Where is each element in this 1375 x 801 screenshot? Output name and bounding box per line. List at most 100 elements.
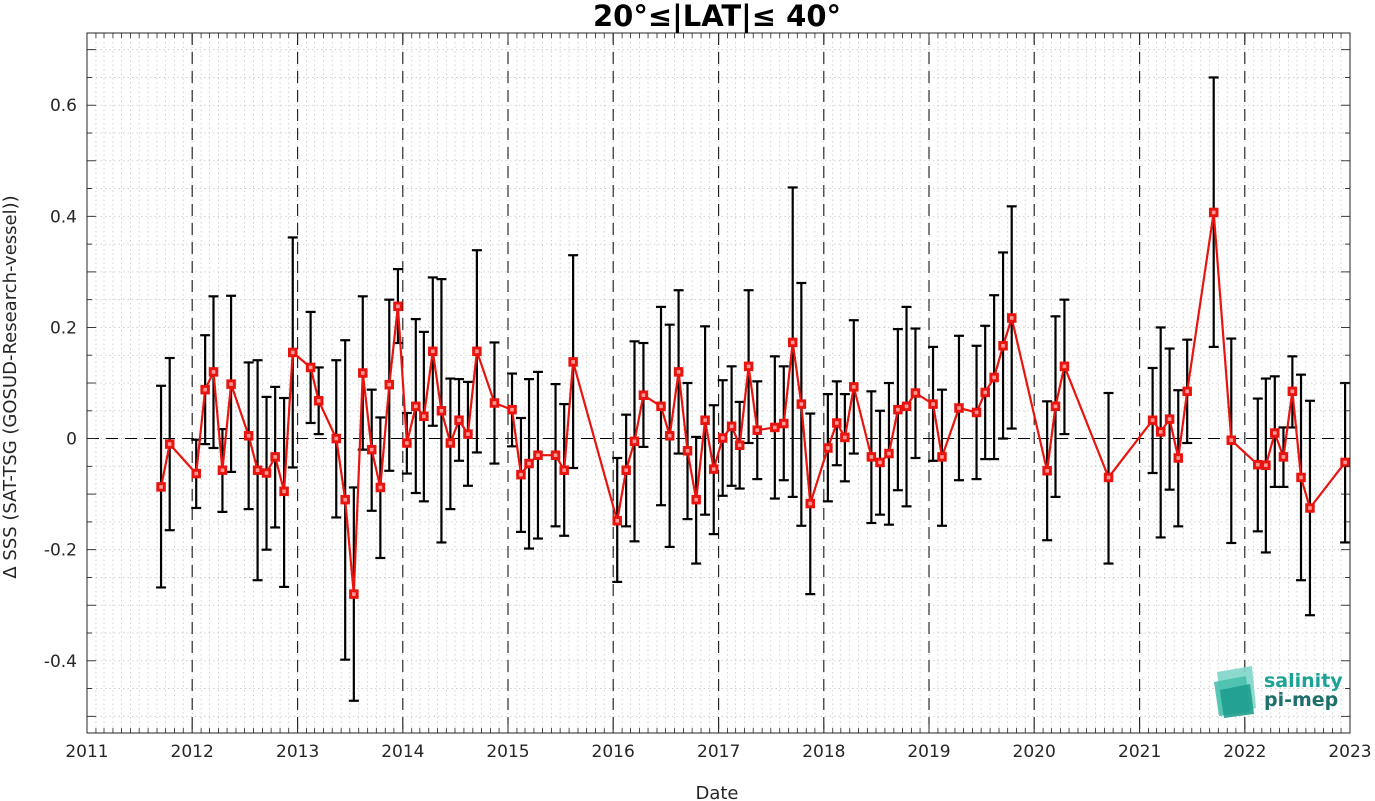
data-point-center	[1053, 404, 1058, 409]
wave-logo-icon	[1214, 666, 1256, 718]
data-point-center	[1299, 475, 1303, 480]
data-point-center	[1009, 316, 1014, 320]
data-point-center	[1106, 475, 1111, 480]
x-tick-label: 2012	[171, 742, 214, 762]
data-point-center	[220, 468, 225, 473]
data-point-center	[466, 432, 470, 436]
chart-title: 20°≤|LAT|≤ 40°	[593, 0, 841, 33]
data-point-center	[1045, 468, 1049, 473]
data-point-center	[167, 442, 172, 446]
data-point-center	[211, 370, 216, 374]
x-tick-label: 2014	[381, 742, 424, 762]
y-axis-title: Δ SSS (SAT-TSG (GOSUD-Research-vessel))	[0, 195, 21, 578]
data-point-center	[992, 375, 996, 380]
data-point-center	[1167, 417, 1172, 421]
data-point-center	[1281, 455, 1286, 459]
data-point-center	[808, 501, 813, 506]
data-point-center	[974, 410, 979, 415]
data-point-center	[387, 382, 392, 387]
data-point-center	[773, 425, 777, 430]
data-point-center	[343, 497, 347, 502]
y-tick-label: 0	[66, 430, 77, 450]
data-point-center	[896, 407, 900, 412]
salinity-pi-mep-logo: salinity pi-mep	[1214, 666, 1343, 718]
data-point-center	[282, 489, 286, 494]
data-point-center	[878, 460, 882, 465]
data-point-center	[983, 390, 987, 395]
data-point-center	[405, 441, 409, 445]
series	[156, 207, 1350, 599]
x-tick-label: 2013	[276, 742, 319, 762]
data-point-center	[887, 451, 891, 456]
data-point-center	[273, 455, 277, 459]
data-point-center	[826, 446, 830, 450]
data-point-center	[711, 467, 716, 471]
data-point-center	[396, 304, 400, 309]
data-point-center	[694, 497, 698, 502]
x-tick-label: 2011	[65, 742, 108, 762]
axes	[86, 32, 1351, 734]
data-point-center	[1001, 343, 1005, 348]
data-point-center	[475, 349, 479, 354]
data-point-center	[308, 365, 313, 370]
data-point-center	[378, 485, 383, 490]
x-tick-label: 2017	[697, 742, 740, 762]
data-point-center	[334, 436, 339, 441]
data-point-center	[553, 453, 558, 458]
logo-line1: salinity	[1264, 670, 1343, 692]
data-point-center	[799, 402, 804, 406]
data-point-center	[1308, 506, 1312, 510]
data-point-center	[834, 421, 839, 425]
data-point-center	[940, 455, 944, 459]
data-point-center	[527, 461, 531, 466]
data-point-center	[781, 421, 786, 426]
data-point-center	[913, 391, 918, 395]
logo-line2: pi-mep	[1264, 689, 1338, 711]
x-tick-label: 2022	[1223, 742, 1266, 762]
x-axis-title: Date	[695, 783, 738, 801]
data-point-center	[843, 435, 847, 440]
data-point-center	[1264, 463, 1268, 468]
data-point-center	[536, 453, 540, 458]
y-tick-label: 0.6	[50, 96, 77, 116]
data-point-center	[720, 436, 725, 440]
data-point-center	[229, 382, 233, 386]
data-point-center	[746, 364, 751, 369]
data-point-center	[422, 414, 426, 419]
x-tick-label: 2020	[1013, 742, 1056, 762]
data-point-center	[737, 443, 742, 448]
data-point-center	[729, 424, 734, 429]
data-point-center	[1255, 462, 1260, 467]
data-point-center	[352, 592, 356, 596]
x-tick-label: 2015	[486, 742, 529, 762]
x-tick-label: 2019	[907, 742, 950, 762]
data-point-center	[1150, 418, 1155, 423]
data-point-center	[519, 472, 523, 477]
data-point-center	[632, 439, 637, 444]
y-tick-label: 0.4	[50, 207, 77, 227]
series-line	[160, 211, 1346, 596]
data-point-center	[1272, 431, 1277, 435]
data-point-center	[931, 402, 935, 406]
tick-labels: -0.4 -0.2 0 0.2 0.4 0.6 2011 2012 2013 2014 2015 20…	[44, 96, 1372, 762]
data-point-center	[1158, 430, 1163, 434]
data-point-center	[255, 468, 260, 473]
data-point-center	[194, 471, 199, 476]
data-point-center	[439, 408, 444, 413]
data-point-center	[510, 407, 514, 412]
data-point-center	[624, 468, 628, 473]
data-point-center	[1290, 389, 1295, 394]
data-point-center	[264, 471, 269, 475]
data-point-center	[641, 393, 646, 398]
data-point-center	[448, 441, 453, 445]
data-point-center	[360, 371, 365, 375]
data-point-center	[703, 418, 707, 423]
data-point-center	[1343, 460, 1347, 465]
x-tick-label: 2016	[592, 742, 635, 762]
data-point-center	[369, 447, 374, 452]
data-point-center	[685, 448, 690, 453]
data-point-center	[904, 404, 909, 409]
data-point-center	[667, 433, 672, 438]
data-point-center	[615, 518, 620, 523]
